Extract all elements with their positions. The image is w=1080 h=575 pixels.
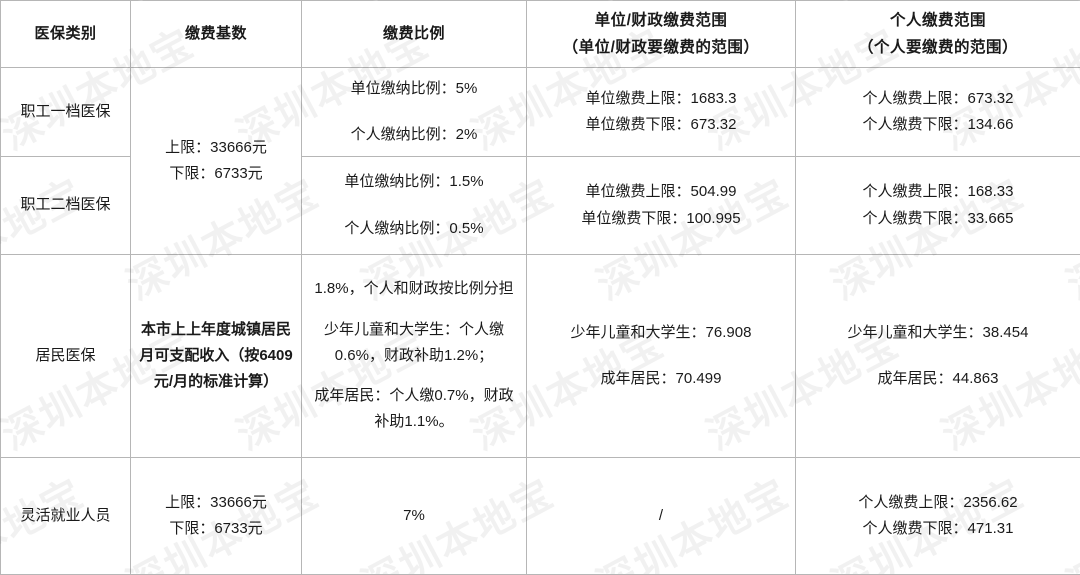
column-header-unit-range-line-2: （单位/财政要缴费的范围）: [533, 34, 789, 61]
category-label: 职工二档医保: [20, 196, 110, 213]
personal-range-lower: 个人缴费下限：471.31: [802, 516, 1074, 542]
category-label: 居民医保: [35, 347, 95, 364]
ratio-personal: 个人缴纳比例：2%: [308, 122, 520, 148]
cell-ratio-flexible-employment: 7%: [302, 458, 527, 575]
ratio-spacer-1: [308, 303, 520, 317]
cell-unit-range-flexible-employment: /: [527, 458, 796, 575]
personal-range-upper: 个人缴费上限：2356.62: [802, 490, 1074, 516]
table-header: 医保类别 缴费基数 缴费比例 单位/财政缴费范围 （单位/财政要缴费的范围）: [1, 1, 1080, 68]
cell-category-flexible-employment: 灵活就业人员: [1, 458, 131, 575]
personal-range-upper: 个人缴费上限：168.33: [802, 179, 1074, 205]
personal-range-upper: 个人缴费上限：673.32: [802, 86, 1074, 112]
unit-range-lower: 单位缴费下限：100.995: [533, 206, 789, 232]
table-row: 灵活就业人员 上限：33666元 下限：6733元 7% / 个人缴费上限：2: [1, 458, 1080, 575]
unit-range-adults: 成年居民：70.499: [533, 366, 789, 392]
cell-unit-range-employee-tier-2: 单位缴费上限：504.99 单位缴费下限：100.995: [527, 157, 796, 255]
ratio-unit: 单位缴纳比例：1.5%: [308, 169, 520, 195]
column-header-personal-range: 个人缴费范围 （个人要缴费的范围）: [796, 1, 1080, 68]
unit-range-upper: 单位缴费上限：504.99: [533, 179, 789, 205]
category-label: 灵活就业人员: [20, 507, 110, 524]
ratio-unit: 单位缴纳比例：5%: [308, 76, 520, 102]
table-row: 职工一档医保 上限：33666元 下限：6733元 单位缴纳比例：5% 个人缴纳…: [1, 68, 1080, 157]
cell-unit-range-employee-tier-1: 单位缴费上限：1683.3 单位缴费下限：673.32: [527, 68, 796, 157]
ratio-overall: 1.8%，个人和财政按比例分担: [308, 276, 520, 302]
column-header-category-line-1: 医保类别: [7, 21, 124, 47]
base-lower-limit: 下限：6733元: [137, 516, 295, 542]
ratio-value: 7%: [308, 503, 520, 529]
column-header-ratio: 缴费比例: [302, 1, 527, 68]
cell-personal-range-employee-tier-2: 个人缴费上限：168.33 个人缴费下限：33.665: [796, 157, 1080, 255]
unit-range-value: /: [533, 503, 789, 529]
unit-range-students: 少年儿童和大学生：76.908: [533, 320, 789, 346]
cell-base-employee-merged: 上限：33666元 下限：6733元: [131, 68, 302, 255]
column-header-personal-range-line-1: 个人缴费范围: [802, 7, 1074, 34]
unit-range-upper: 单位缴费上限：1683.3: [533, 86, 789, 112]
base-lower-limit: 下限：6733元: [137, 161, 295, 187]
cell-ratio-employee-tier-2: 单位缴纳比例：1.5% 个人缴纳比例：0.5%: [302, 157, 527, 255]
table-body: 职工一档医保 上限：33666元 下限：6733元 单位缴纳比例：5% 个人缴纳…: [1, 68, 1080, 575]
column-header-base: 缴费基数: [131, 1, 302, 68]
cell-ratio-resident: 1.8%，个人和财政按比例分担 少年儿童和大学生：个人缴0.6%，财政补助1.2…: [302, 255, 527, 458]
category-label: 职工一档医保: [20, 103, 110, 120]
cell-ratio-employee-tier-1: 单位缴纳比例：5% 个人缴纳比例：2%: [302, 68, 527, 157]
cell-category-resident: 居民医保: [1, 255, 131, 458]
column-header-base-line-1: 缴费基数: [137, 21, 295, 47]
cell-base-flexible-employment: 上限：33666元 下限：6733元: [131, 458, 302, 575]
base-line-1: 本市上上年度城镇居民: [137, 317, 295, 343]
personal-range-lower: 个人缴费下限：33.665: [802, 206, 1074, 232]
column-header-unit-range-line-1: 单位/财政缴费范围: [533, 7, 789, 34]
cell-unit-range-resident: 少年儿童和大学生：76.908 成年居民：70.499: [527, 255, 796, 458]
base-upper-limit: 上限：33666元: [137, 490, 295, 516]
base-upper-limit: 上限：33666元: [137, 135, 295, 161]
cell-personal-range-employee-tier-1: 个人缴费上限：673.32 个人缴费下限：134.66: [796, 68, 1080, 157]
cell-base-resident: 本市上上年度城镇居民 月可支配收入（按6409 元/月的标准计算）: [131, 255, 302, 458]
cell-personal-range-flexible-employment: 个人缴费上限：2356.62 个人缴费下限：471.31: [796, 458, 1080, 575]
ratio-students: 少年儿童和大学生：个人缴0.6%，财政补助1.2%；: [308, 317, 520, 370]
column-header-unit-range: 单位/财政缴费范围 （单位/财政要缴费的范围）: [527, 1, 796, 68]
personal-range-students: 少年儿童和大学生：38.454: [802, 320, 1074, 346]
ratio-adults: 成年居民：个人缴0.7%，财政补助1.1%。: [308, 383, 520, 436]
table-header-row: 医保类别 缴费基数 缴费比例 单位/财政缴费范围 （单位/财政要缴费的范围）: [1, 1, 1080, 68]
cell-category-employee-tier-2: 职工二档医保: [1, 157, 131, 255]
base-line-3: 元/月的标准计算）: [137, 369, 295, 395]
column-header-ratio-line-1: 缴费比例: [308, 21, 520, 47]
ratio-spacer-2: [308, 369, 520, 383]
column-header-personal-range-line-2: （个人要缴费的范围）: [802, 34, 1074, 61]
base-line-2: 月可支配收入（按6409: [137, 343, 295, 369]
personal-range-lower: 个人缴费下限：134.66: [802, 112, 1074, 138]
unit-range-lower: 单位缴费下限：673.32: [533, 112, 789, 138]
personal-range-adults: 成年居民：44.863: [802, 366, 1074, 392]
column-header-category: 医保类别: [1, 1, 131, 68]
ratio-personal: 个人缴纳比例：0.5%: [308, 216, 520, 242]
cell-category-employee-tier-1: 职工一档医保: [1, 68, 131, 157]
cell-personal-range-resident: 少年儿童和大学生：38.454 成年居民：44.863: [796, 255, 1080, 458]
table-row: 居民医保 本市上上年度城镇居民 月可支配收入（按6409 元/月的标准计算） 1…: [1, 255, 1080, 458]
